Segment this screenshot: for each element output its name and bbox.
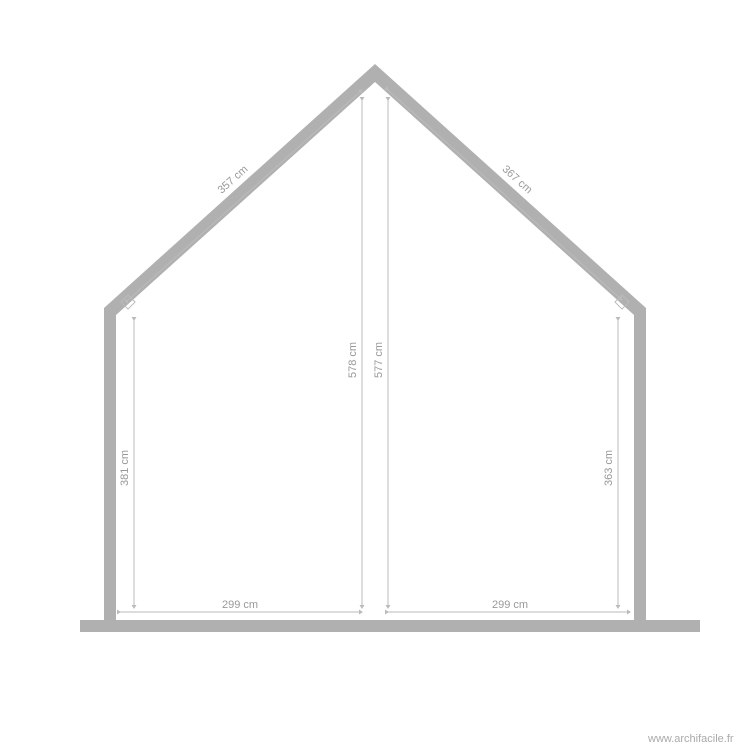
dimension-line-left-roof xyxy=(128,90,362,300)
dimensions-group: 357 cm367 cm381 cm578 cm577 cm363 cm299 … xyxy=(119,90,630,612)
dimension-label-center-right: 577 cm xyxy=(373,342,385,378)
watermark-text: www.archifacile.fr xyxy=(647,733,734,745)
dimension-label-right-wall: 363 cm xyxy=(603,450,615,486)
corner-markers xyxy=(121,295,629,309)
dimension-label-bottom-right: 299 cm xyxy=(492,599,528,611)
dimension-label-bottom-left: 299 cm xyxy=(222,599,258,611)
section-drawing: 357 cm367 cm381 cm578 cm577 cm363 cm299 … xyxy=(0,0,750,750)
dimension-line-right-roof xyxy=(388,90,622,300)
dimension-label-left-wall: 381 cm xyxy=(119,450,131,486)
dimension-label-center-left: 578 cm xyxy=(347,342,359,378)
